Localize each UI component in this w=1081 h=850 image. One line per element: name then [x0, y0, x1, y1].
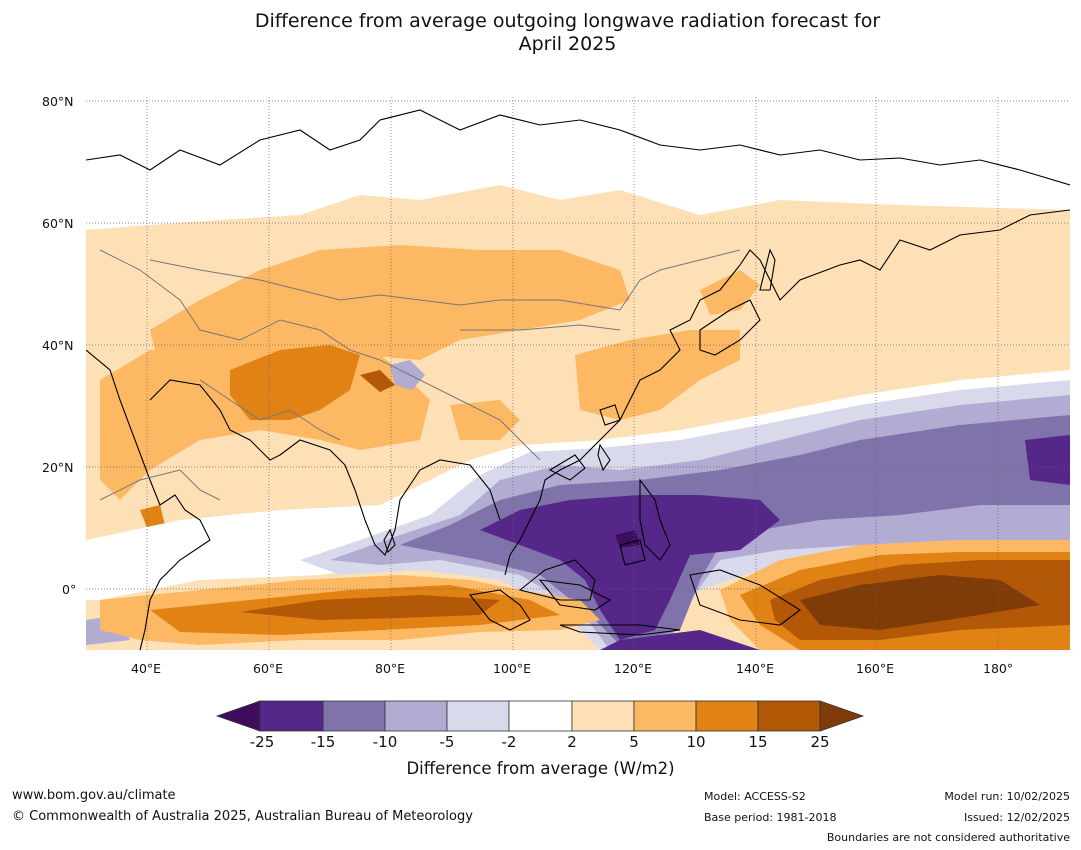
forecast-field: [86, 97, 1070, 650]
issued-text: Issued: 12/02/2025: [963, 811, 1070, 824]
colorbar-tick: -5: [439, 733, 455, 751]
colorbar-tick: 2: [567, 733, 577, 751]
colorbar-tick: 15: [748, 733, 768, 751]
map-title: Difference from average outgoing longwav…: [0, 10, 1081, 56]
model-run-text: Model run: 10/02/2025: [944, 790, 1070, 803]
lat-label-80n: 80°N: [42, 94, 74, 109]
colorbar-tick: -15: [310, 733, 336, 751]
lat-label-60n: 60°N: [42, 216, 74, 231]
lat-label-0: 0°: [62, 582, 77, 597]
borders: [99, 249, 741, 501]
lon-label-120e: 120°E: [614, 661, 653, 676]
lat-label-40n: 40°N: [42, 338, 74, 353]
lon-label-140e: 140°E: [736, 661, 775, 676]
model-text: Model: ACCESS-S2: [704, 790, 806, 803]
colorbar-tick: 5: [629, 733, 639, 751]
lon-label-180: 180°: [983, 661, 1014, 676]
lon-label-160e: 160°E: [856, 661, 895, 676]
colorbar-tick: 25: [810, 733, 830, 751]
colorbar-tick: -25: [249, 733, 275, 751]
colorbar-label: Difference from average (W/m2): [406, 759, 675, 778]
lat-label-20n: 20°N: [42, 460, 74, 475]
disclaimer-text: Boundaries are not considered authoritat…: [826, 831, 1070, 844]
lon-label-60e: 60°E: [253, 661, 284, 676]
lon-label-100e: 100°E: [493, 661, 532, 676]
title-line-2: April 2025: [518, 33, 617, 55]
colorbar-tick: 10: [686, 733, 706, 751]
colorbar-tick: -10: [372, 733, 398, 751]
base-period-text: Base period: 1981-2018: [704, 811, 837, 824]
lon-label-80e: 80°E: [375, 661, 406, 676]
colorbar: [215, 700, 865, 732]
graticule: [86, 97, 1070, 650]
website-link[interactable]: www.bom.gov.au/climate: [12, 788, 176, 803]
title-line-1: Difference from average outgoing longwav…: [254, 10, 881, 32]
lon-label-40e: 40°E: [131, 661, 162, 676]
colorbar-tick: -2: [501, 733, 517, 751]
coastlines: [86, 109, 1070, 650]
copyright-text: © Commonwealth of Australia 2025, Austra…: [12, 809, 473, 824]
